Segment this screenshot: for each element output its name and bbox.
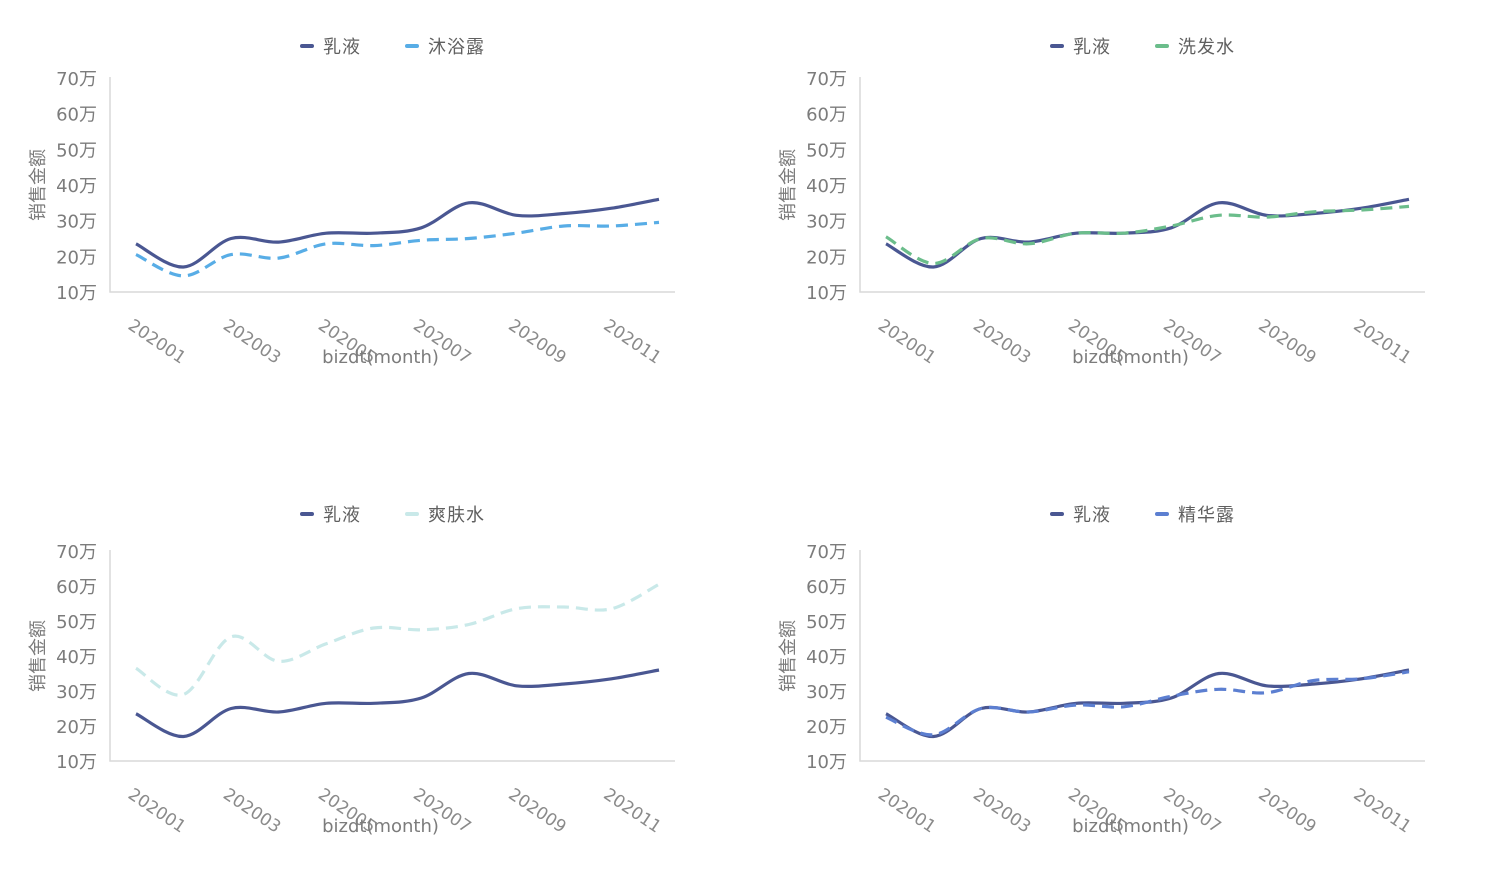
y-tick-label: 20万: [56, 247, 97, 268]
legend-item: 乳液: [1050, 501, 1111, 527]
series-line-乳液: [135, 668, 660, 739]
legend-item: 乳液: [1050, 33, 1111, 59]
y-tick-label: 10万: [806, 752, 847, 773]
y-tick-label: 50万: [806, 612, 847, 633]
y-tick-label: 30万: [806, 212, 847, 233]
y-axis-title: 销售金额: [28, 620, 49, 692]
legend-dash-icon: [1155, 512, 1169, 516]
legend-item: 洗发水: [1155, 33, 1235, 59]
y-tick-label: 50万: [56, 612, 97, 633]
y-tick-label: 20万: [806, 247, 847, 268]
y-tick-label: 30万: [56, 212, 97, 233]
x-axis-title: bizdt(month): [1072, 816, 1189, 837]
x-tick-label: 202003: [969, 316, 1034, 369]
axis-line: [859, 550, 1425, 762]
y-tick-label: 70万: [56, 69, 97, 90]
series-line-爽肤水: [135, 582, 660, 697]
x-tick-label: 202009: [1255, 785, 1320, 838]
chart-lotion-vs-bodywash: 乳液 沐浴露 10万 20万 30万 40万 50万 60万 70万 202001 202003 2…: [0, 0, 750, 448]
legend-dash-icon: [405, 44, 419, 48]
chart-lotion-vs-toner: 乳液 爽肤水 10万 20万 30万 40万 50万 60万 70万 202001 202003 2…: [0, 448, 750, 896]
legend-label: 沐浴露: [428, 37, 485, 58]
y-tick-label: 10万: [806, 283, 847, 304]
axis-line: [859, 77, 1425, 293]
y-tick-label: 50万: [806, 140, 847, 161]
x-tick-label: 202001: [874, 785, 939, 838]
legend-dash-icon: [1050, 512, 1064, 516]
x-tick-label: 202001: [874, 316, 939, 369]
x-axis-title: bizdt(month): [322, 816, 439, 837]
y-tick-label: 20万: [806, 717, 847, 738]
y-tick-label: 60万: [806, 105, 847, 126]
x-tick-label: 202003: [219, 785, 284, 838]
legend-label: 乳液: [1073, 505, 1111, 526]
y-tick-label: 40万: [56, 647, 97, 668]
y-tick-label: 40万: [806, 176, 847, 197]
x-tick-label: 202011: [600, 316, 665, 369]
y-tick-label: 20万: [56, 717, 97, 738]
legend-dash-icon: [300, 512, 314, 516]
x-tick-label: 202011: [600, 785, 665, 838]
legend-dash-icon: [300, 44, 314, 48]
y-tick-label: 40万: [56, 176, 97, 197]
x-tick-label: 202001: [124, 316, 189, 369]
y-tick-label: 30万: [806, 682, 847, 703]
x-tick-label: 202009: [1255, 316, 1320, 369]
y-axis-title: 销售金额: [778, 620, 799, 692]
y-tick-label: 40万: [806, 647, 847, 668]
x-axis-title: bizdt(month): [1072, 347, 1189, 368]
legend-item: 乳液: [300, 501, 361, 527]
x-axis-title: bizdt(month): [322, 347, 439, 368]
y-tick-label: 60万: [56, 105, 97, 126]
x-tick-label: 202011: [1350, 785, 1415, 838]
legend-label: 爽肤水: [428, 505, 485, 526]
x-tick-label: 202001: [124, 785, 189, 838]
x-tick-label: 202009: [505, 785, 570, 838]
y-tick-label: 70万: [806, 69, 847, 90]
series-line-乳液: [135, 197, 660, 269]
legend-label: 洗发水: [1178, 37, 1235, 58]
series-line-精华露: [885, 670, 1410, 737]
y-tick-label: 70万: [806, 542, 847, 563]
chart-legend: 乳液 爽肤水: [110, 501, 675, 527]
legend-dash-icon: [1155, 44, 1169, 48]
legend-item: 爽肤水: [405, 501, 485, 527]
legend-item: 沐浴露: [405, 33, 485, 59]
y-tick-label: 60万: [56, 577, 97, 598]
chart-legend: 乳液 精华露: [860, 501, 1425, 527]
y-tick-label: 50万: [56, 140, 97, 161]
legend-dash-icon: [1050, 44, 1064, 48]
x-tick-label: 202003: [969, 785, 1034, 838]
legend-label: 乳液: [323, 37, 361, 58]
y-tick-label: 10万: [56, 283, 97, 304]
chart-legend: 乳液 洗发水: [860, 33, 1425, 59]
x-tick-label: 202009: [505, 316, 570, 369]
axis-line: [109, 550, 675, 762]
chart-lotion-vs-shampoo: 乳液 洗发水 10万 20万 30万 40万 50万 60万 70万 202001 202003 2…: [750, 0, 1500, 448]
legend-label: 精华露: [1178, 505, 1235, 526]
y-axis-title: 销售金额: [28, 149, 49, 221]
y-tick-label: 10万: [56, 752, 97, 773]
legend-label: 乳液: [323, 505, 361, 526]
chart-legend: 乳液 沐浴露: [110, 33, 675, 59]
y-tick-label: 60万: [806, 577, 847, 598]
series-line-洗发水: [885, 204, 1410, 266]
axis-line: [109, 77, 675, 293]
legend-item: 精华露: [1155, 501, 1235, 527]
y-axis-title: 销售金额: [778, 149, 799, 221]
legend-item: 乳液: [300, 33, 361, 59]
x-tick-label: 202003: [219, 316, 284, 369]
legend-label: 乳液: [1073, 37, 1111, 58]
chart-lotion-vs-essence: 乳液 精华露 10万 20万 30万 40万 50万 60万 70万 202001 202003 2…: [750, 448, 1500, 896]
x-tick-label: 202011: [1350, 316, 1415, 369]
series-line-沐浴露: [135, 220, 660, 278]
y-tick-label: 70万: [56, 542, 97, 563]
y-tick-label: 30万: [56, 682, 97, 703]
legend-dash-icon: [405, 512, 419, 516]
